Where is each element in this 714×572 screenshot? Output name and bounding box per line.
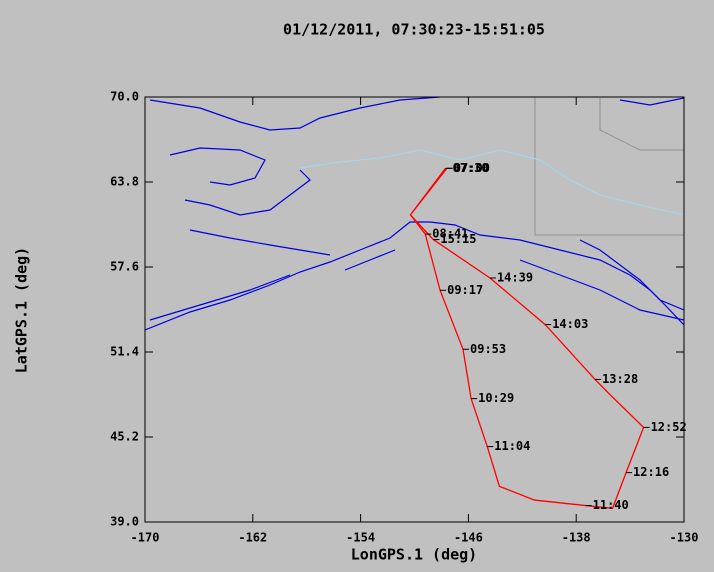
y-axis-label: LatGPS.1 (deg) xyxy=(13,247,31,373)
time-label: 07:30 xyxy=(452,161,488,175)
river xyxy=(299,149,684,216)
y-tick-label: 63.8 xyxy=(110,175,139,189)
time-label: 11:40 xyxy=(593,498,629,512)
x-axis-label: LonGPS.1 (deg) xyxy=(351,546,477,564)
chart-title: 01/12/2011, 07:30:23-15:51:05 xyxy=(283,21,545,39)
y-tick-label: 45.2 xyxy=(110,430,139,444)
time-label: 12:16 xyxy=(633,465,669,479)
x-tick-label: -146 xyxy=(454,531,483,545)
coastline xyxy=(149,239,684,321)
time-label: 10:29 xyxy=(478,391,514,405)
time-label: 08:41 xyxy=(432,227,468,241)
time-label: 13:28 xyxy=(602,372,638,386)
y-tick-label: 70.0 xyxy=(110,90,139,104)
coastline xyxy=(149,97,684,321)
y-tick-label: 57.6 xyxy=(110,260,139,274)
y-tick-label: 51.4 xyxy=(110,345,139,359)
time-label: 11:04 xyxy=(494,439,530,453)
time-label: 15:15 xyxy=(440,232,476,246)
flight-track xyxy=(409,167,645,509)
border-line xyxy=(534,97,684,236)
x-tick-label: -154 xyxy=(346,531,375,545)
time-label: 09:17 xyxy=(447,283,483,297)
time-label: 14:03 xyxy=(552,317,588,331)
x-tick-label: -138 xyxy=(562,531,591,545)
x-tick-label: -130 xyxy=(670,531,699,545)
map-background xyxy=(145,97,684,331)
x-tick-label: -170 xyxy=(131,531,160,545)
time-label: 07:00 xyxy=(454,161,490,175)
time-label: 14:39 xyxy=(497,270,533,284)
y-tick-label: 39.0 xyxy=(110,515,139,529)
time-label: 09:53 xyxy=(470,342,506,356)
coastline xyxy=(145,221,684,331)
time-label: 12:52 xyxy=(651,420,687,434)
plot-frame xyxy=(144,96,685,523)
x-tick-label: -162 xyxy=(238,531,267,545)
